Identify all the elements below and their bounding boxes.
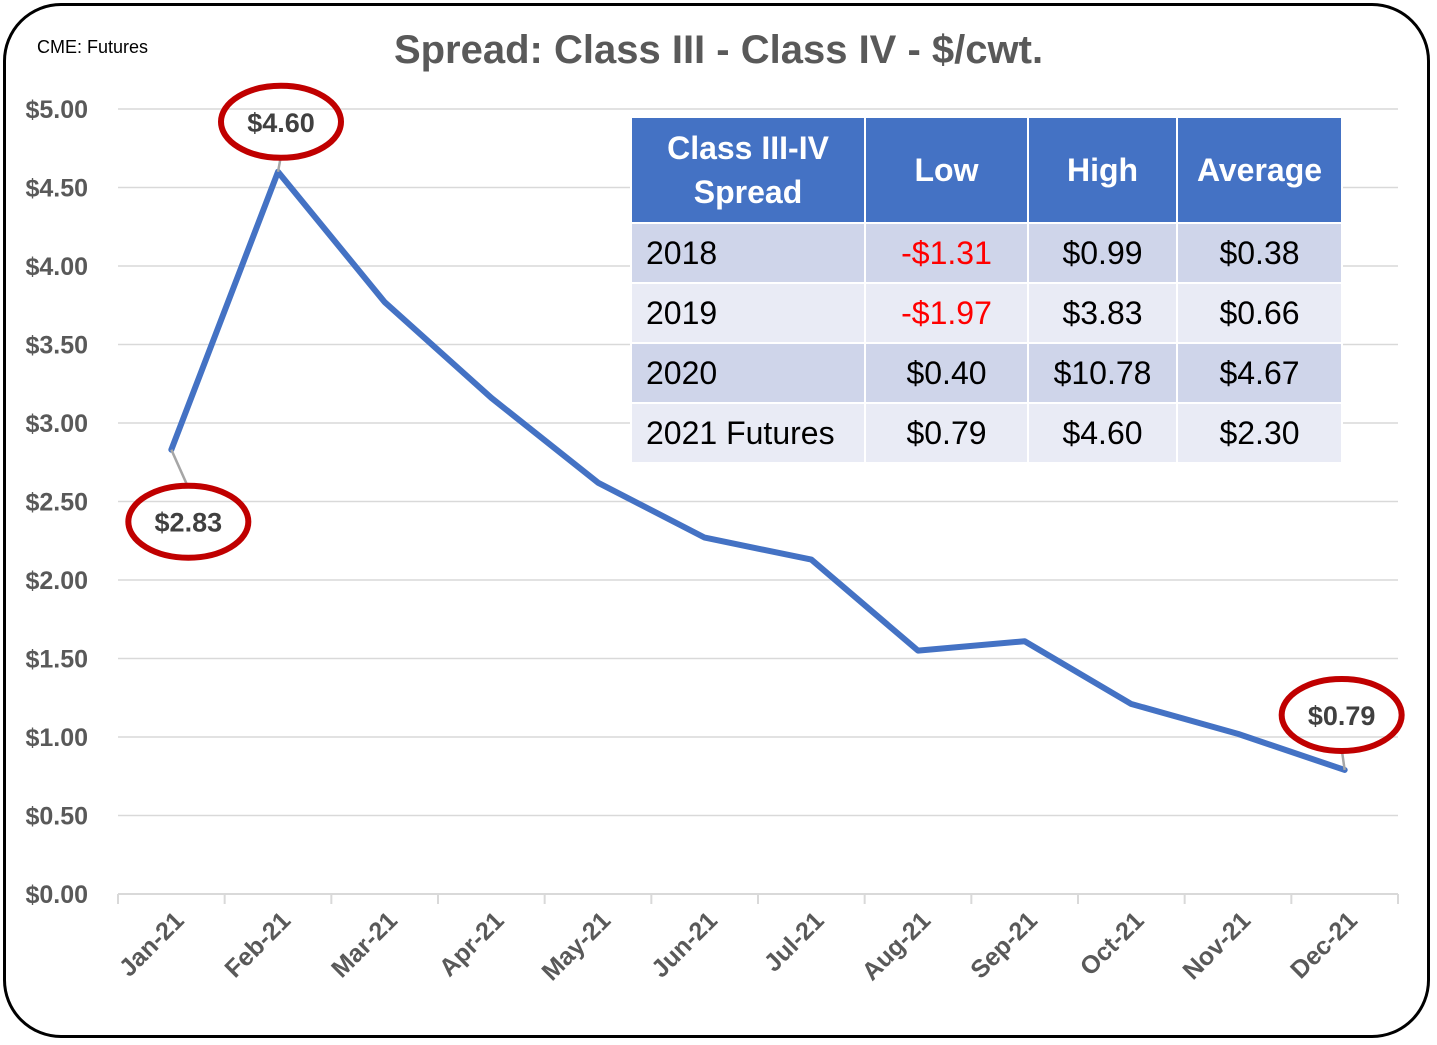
header-low: Low xyxy=(864,116,1029,224)
cell-low: $0.40 xyxy=(864,342,1029,404)
x-tick-label: Oct-21 xyxy=(1075,906,1150,981)
chart-frame xyxy=(3,3,1430,1038)
y-tick-label: $5.00 xyxy=(25,96,88,124)
table-row: 2020 $0.40 $10.78 $4.67 xyxy=(630,342,1343,404)
y-tick-label: $0.00 xyxy=(25,881,88,909)
cell-high: $0.99 xyxy=(1027,222,1178,284)
cell-average: $0.38 xyxy=(1176,222,1343,284)
cell-average: $2.30 xyxy=(1176,402,1343,464)
highlight-circle xyxy=(125,482,252,561)
row-label: 2018 xyxy=(630,222,866,284)
series-line xyxy=(168,168,1348,773)
header-high: High xyxy=(1027,116,1178,224)
x-tick-label: Feb-21 xyxy=(219,906,296,983)
annotations: $2.83$4.60$0.79 xyxy=(125,82,1405,771)
cell-high: $4.60 xyxy=(1027,402,1178,464)
data-label: $2.83 xyxy=(155,508,223,538)
y-tick-label: $3.50 xyxy=(25,332,88,360)
data-label: $0.79 xyxy=(1308,701,1376,731)
x-axis-ticks: Jan-21 Feb-21 Mar-21 Apr-21 May-21 Jun-21 Jul-… xyxy=(114,906,1363,986)
y-tick-label: $2.00 xyxy=(25,567,88,595)
cell-high: $10.78 xyxy=(1027,342,1178,404)
y-tick-label: $3.00 xyxy=(25,410,88,438)
table-row: 2021 Futures $0.79 $4.60 $2.30 xyxy=(630,402,1343,464)
data-label: $4.60 xyxy=(247,108,315,138)
x-tick-label: Jun-21 xyxy=(646,906,723,983)
highlight-circle xyxy=(218,82,344,161)
x-tick-label: Nov-21 xyxy=(1177,906,1256,985)
highlight-circle xyxy=(1278,675,1405,754)
cell-average: $0.66 xyxy=(1176,282,1343,344)
cell-low: $0.79 xyxy=(864,402,1029,464)
y-tick-label: $2.50 xyxy=(25,489,88,517)
y-tick-label: $4.00 xyxy=(25,253,88,281)
y-tick-label: $0.50 xyxy=(25,803,88,831)
y-axis-ticks: $0.00 $0.50 $1.00 $1.50 $2.00 $2.50 $3.00 $3.50… xyxy=(25,96,88,909)
x-axis xyxy=(117,893,1399,904)
y-tick-label: $1.50 xyxy=(25,646,88,674)
x-tick-label: Aug-21 xyxy=(857,906,937,986)
header-spread: Class III-IV Spread xyxy=(630,116,866,224)
x-tick-label: May-21 xyxy=(537,906,617,986)
table-row: 2019 -$1.97 $3.83 $0.66 xyxy=(630,282,1343,344)
cell-low: -$1.97 xyxy=(864,282,1029,344)
row-label: 2019 xyxy=(630,282,866,344)
x-tick-label: Dec-21 xyxy=(1285,906,1363,984)
row-label: 2020 xyxy=(630,342,866,404)
header-average: Average xyxy=(1176,116,1343,224)
leader-line xyxy=(170,449,190,489)
x-tick-label: Jul-21 xyxy=(759,906,830,977)
table-header-row: Class III-IV Spread Low High Average xyxy=(630,116,1343,224)
row-label: 2021 Futures xyxy=(630,402,866,464)
cell-average: $4.67 xyxy=(1176,342,1343,404)
y-tick-label: $1.00 xyxy=(25,724,88,752)
series-group xyxy=(168,168,1348,773)
chart-title: Spread: Class III - Class IV - $/cwt. xyxy=(393,28,1044,72)
y-tick-label: $4.50 xyxy=(25,175,88,203)
x-tick-label: Apr-21 xyxy=(434,906,510,982)
spread-stats-table: Class III-IV Spread Low High Average 2018… xyxy=(630,116,1343,464)
cell-high: $3.83 xyxy=(1027,282,1178,344)
x-tick-label: Mar-21 xyxy=(326,906,403,983)
table-row: 2018 -$1.31 $0.99 $0.38 xyxy=(630,222,1343,284)
cell-low: -$1.31 xyxy=(864,222,1029,284)
source-label: CME: Futures xyxy=(37,37,149,57)
x-tick-label: Sep-21 xyxy=(965,906,1043,984)
x-tick-label: Jan-21 xyxy=(114,906,190,982)
